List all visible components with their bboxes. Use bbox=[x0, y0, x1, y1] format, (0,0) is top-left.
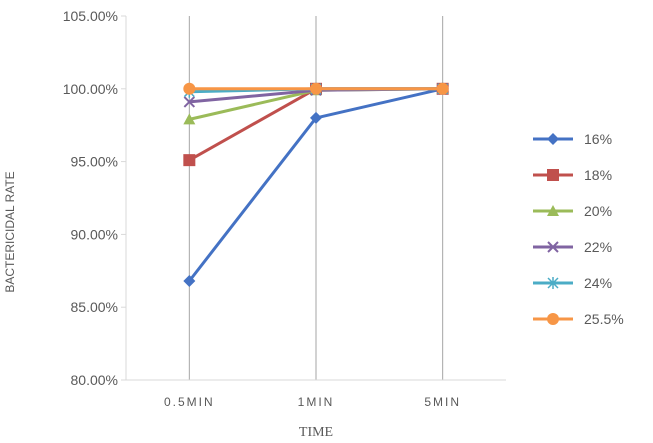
data-point bbox=[310, 111, 322, 124]
series-6 bbox=[183, 82, 449, 95]
axes bbox=[121, 15, 506, 381]
x-axis-title: TIME bbox=[299, 425, 333, 440]
y-axis-title: BACTERICIDAL RATE bbox=[3, 171, 17, 292]
x-tick-label: 5MIN bbox=[424, 395, 461, 409]
legend-item: 25.5% bbox=[533, 311, 624, 327]
legend-item: 24% bbox=[533, 275, 612, 291]
gridlines bbox=[188, 16, 444, 380]
y-tick-label: 85.00% bbox=[71, 299, 118, 315]
y-tick-labels: 80.00% 85.00% 90.00% 95.00% 100.00% 105.00% bbox=[63, 8, 118, 388]
y-tick-label: 100.00% bbox=[63, 81, 118, 97]
legend-label: 18% bbox=[584, 167, 612, 183]
y-tick-label: 90.00% bbox=[71, 226, 118, 242]
legend-item: 18% bbox=[533, 167, 612, 183]
legend-label: 22% bbox=[584, 239, 612, 255]
legend-item: 22% bbox=[533, 239, 612, 255]
data-point bbox=[183, 113, 196, 125]
x-tick-label: 1MIN bbox=[298, 395, 335, 409]
legend-label: 20% bbox=[584, 203, 612, 219]
y-tick-label: 80.00% bbox=[71, 372, 118, 388]
x-tick-label: 0.5MIN bbox=[164, 395, 215, 409]
series-layer bbox=[183, 82, 449, 287]
legend-marker bbox=[547, 277, 559, 289]
legend: 16% 18% 20% 22% 24% 25.5% bbox=[533, 131, 624, 327]
legend-label: 25.5% bbox=[584, 311, 624, 327]
x-tick-labels: 0.5MIN 1MIN 5MIN bbox=[164, 395, 461, 409]
legend-marker bbox=[547, 133, 559, 145]
y-tick-label: 95.00% bbox=[71, 154, 118, 170]
y-tick-label: 105.00% bbox=[63, 8, 118, 24]
legend-marker bbox=[547, 241, 559, 253]
legend-marker bbox=[547, 205, 559, 216]
legend-label: 24% bbox=[584, 275, 612, 291]
data-point bbox=[183, 274, 196, 287]
legend-label: 16% bbox=[584, 131, 612, 147]
data-point bbox=[436, 82, 449, 95]
legend-item: 20% bbox=[533, 203, 612, 219]
data-point bbox=[310, 82, 322, 95]
data-point bbox=[183, 96, 196, 108]
legend-marker bbox=[547, 169, 559, 181]
legend-item: 16% bbox=[533, 131, 612, 147]
data-point bbox=[183, 82, 196, 95]
legend-marker bbox=[547, 313, 559, 325]
data-point bbox=[183, 154, 196, 167]
